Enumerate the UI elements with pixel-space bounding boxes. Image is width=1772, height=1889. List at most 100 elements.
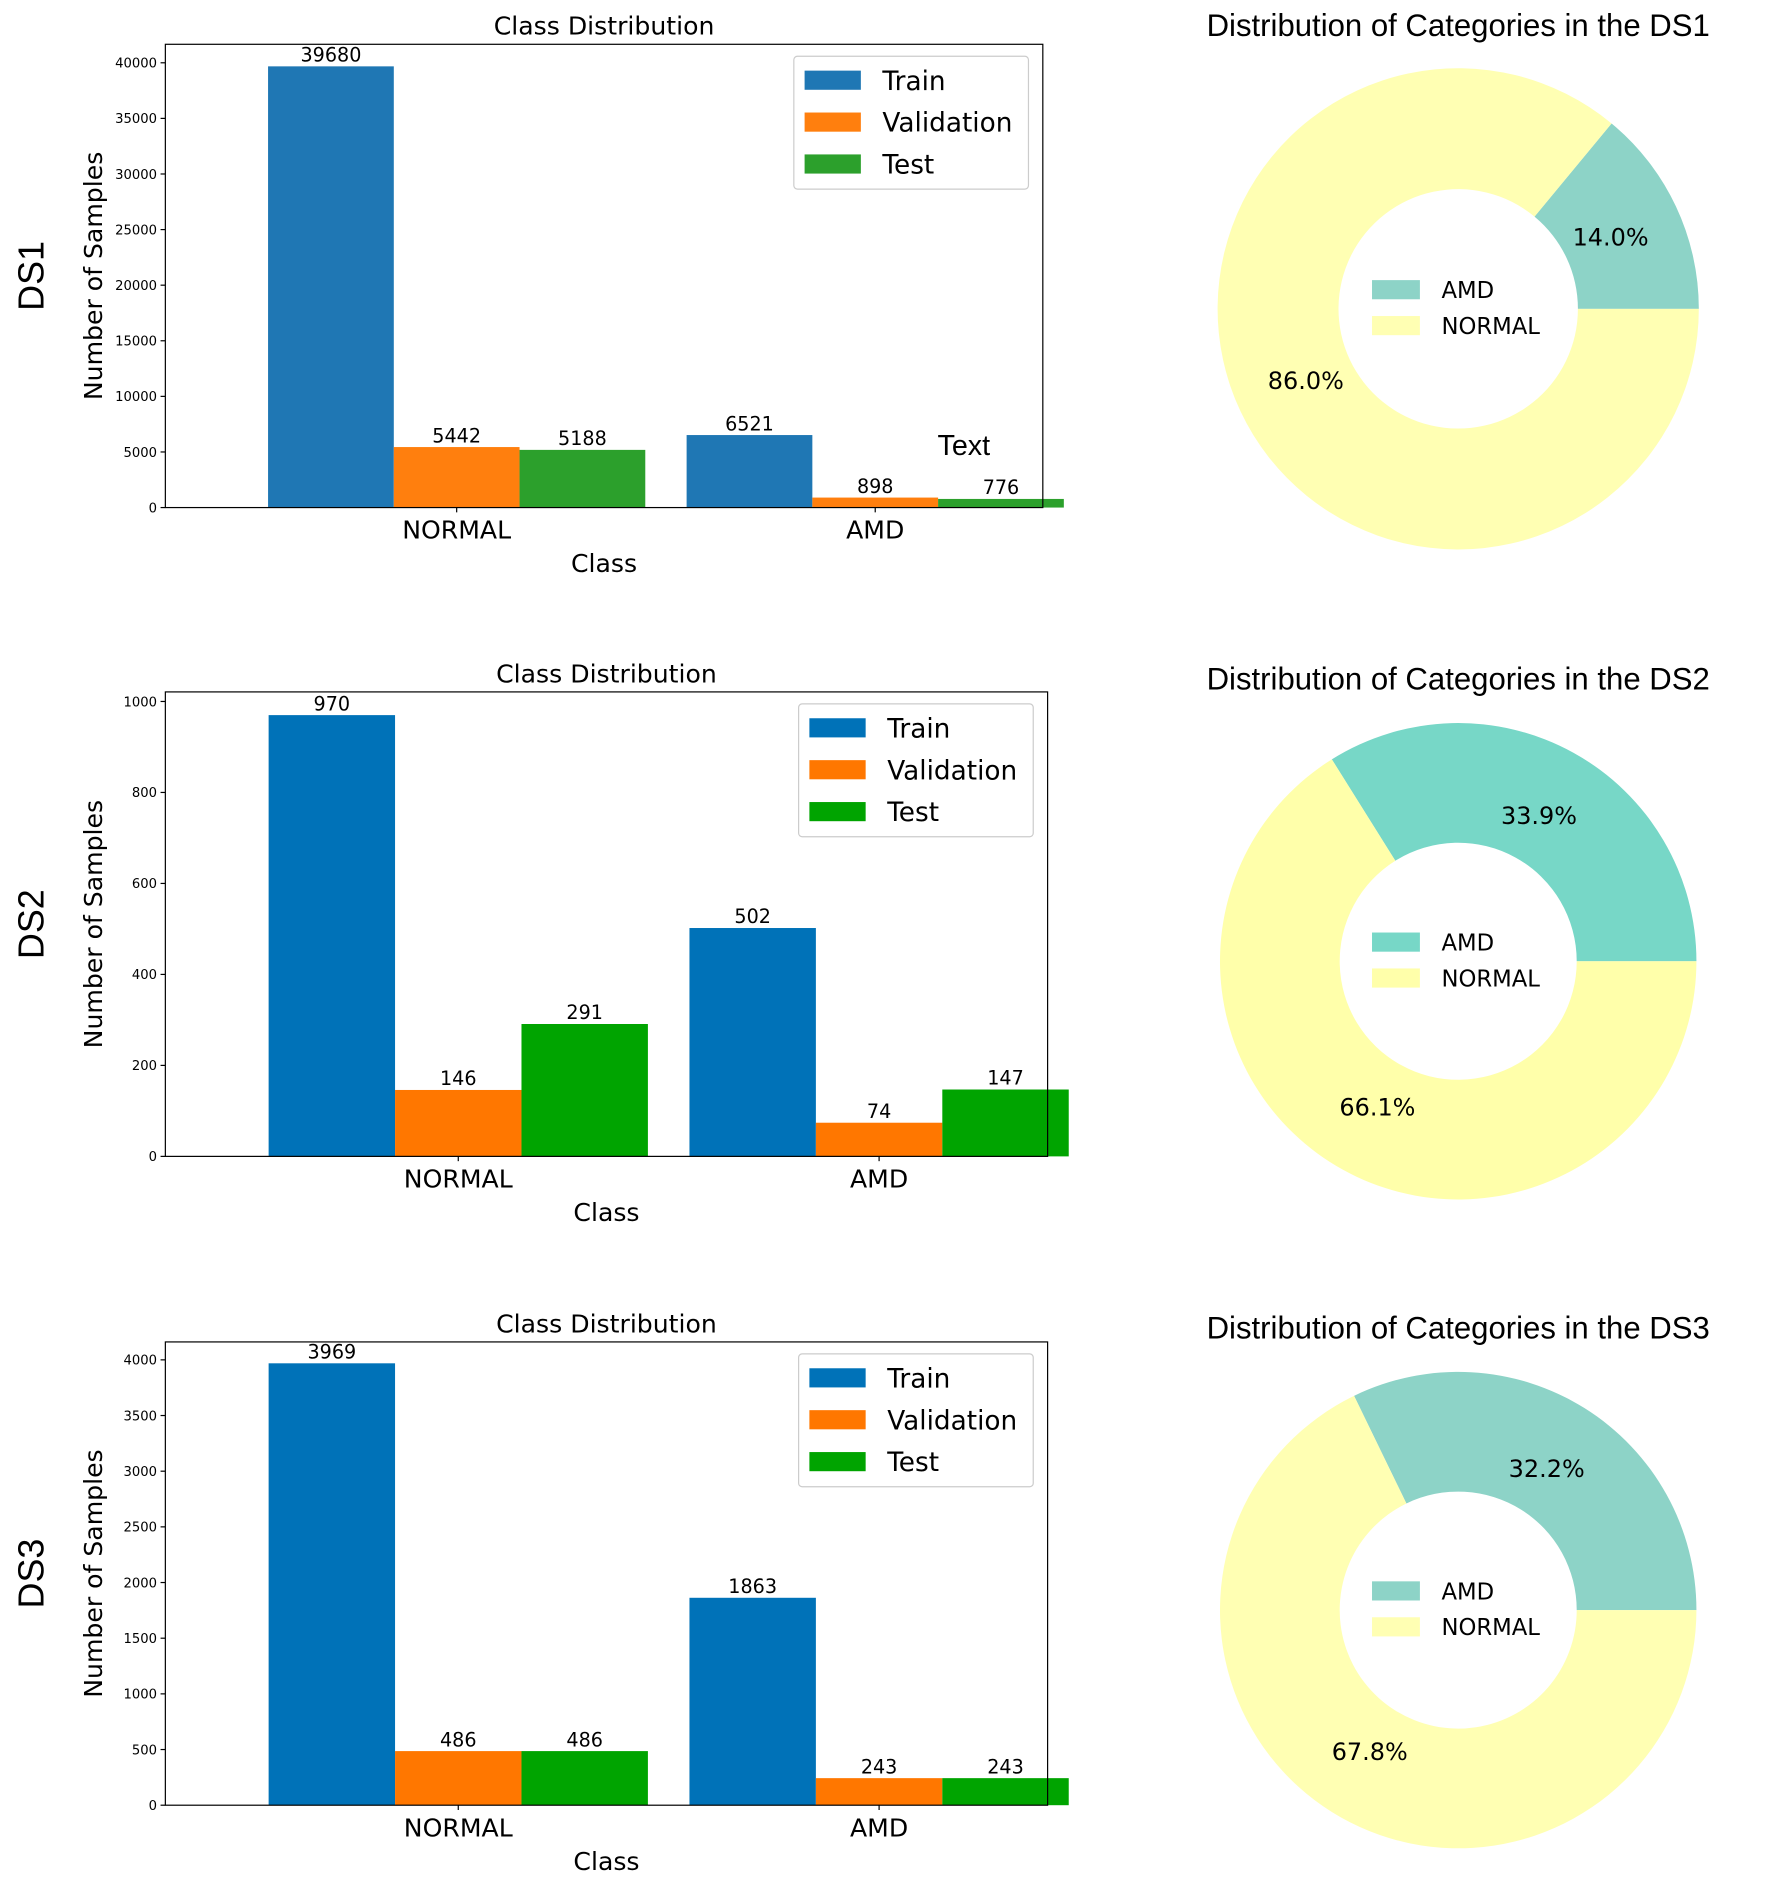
legend: AMD NORMAL bbox=[1372, 1579, 1540, 1641]
y-tick-label: 35000 bbox=[115, 112, 157, 127]
slice-amd bbox=[1354, 1371, 1697, 1611]
bar-value-label: 486 bbox=[440, 1728, 477, 1751]
legend-swatch bbox=[809, 802, 866, 822]
plot-frame bbox=[164, 43, 1044, 509]
bar-value-label: 5188 bbox=[558, 427, 607, 450]
y-tick-label: 1000 bbox=[123, 695, 156, 710]
legend-label: AMD bbox=[1441, 930, 1494, 956]
slice-pct-label: 32.2% bbox=[1509, 1455, 1585, 1483]
row-label: DS3 bbox=[10, 1539, 51, 1609]
bar-value-label: 291 bbox=[566, 1001, 603, 1024]
y-tick-label: 25000 bbox=[115, 223, 157, 238]
bar-test-amd bbox=[938, 498, 1064, 508]
legend-swatch bbox=[804, 112, 861, 132]
chart-title: Distribution of Categories in the DS2 bbox=[1207, 662, 1710, 697]
bar-value-label: 970 bbox=[314, 692, 351, 715]
legend-swatch bbox=[1372, 968, 1420, 988]
legend: Train Validation Test bbox=[793, 55, 1030, 190]
bar-test-normal bbox=[519, 449, 646, 508]
bar-value-label: 3969 bbox=[307, 1341, 356, 1364]
bar-test-normal bbox=[521, 1024, 648, 1157]
slice-normal bbox=[1217, 68, 1699, 550]
bar-train-amd bbox=[689, 1597, 816, 1806]
y-axis-label: Number of Samples bbox=[79, 800, 108, 1048]
y-tick-label: 20000 bbox=[115, 279, 157, 294]
bar-train-normal bbox=[268, 715, 396, 1157]
y-axis-label: Number of Samples bbox=[79, 1449, 108, 1697]
bar-value-label: 39680 bbox=[300, 44, 361, 67]
bar-value-label: 5442 bbox=[432, 424, 481, 447]
legend-swatch bbox=[804, 154, 861, 174]
legend-label: Train bbox=[886, 714, 950, 744]
bar-train-normal bbox=[268, 1363, 396, 1806]
legend-label: Test bbox=[881, 151, 934, 181]
x-axis-label: Class bbox=[573, 1198, 639, 1227]
bar-chart-2: DS2 Class Distribution Number of Samples Cl… bbox=[10, 659, 1069, 1227]
bar-validation-amd bbox=[815, 1122, 943, 1157]
bar-test-amd bbox=[942, 1778, 1069, 1806]
bar-train-normal bbox=[268, 66, 394, 508]
bar-chart-3: DS3 Class Distribution Number of Samples Cl… bbox=[10, 1309, 1069, 1876]
legend-label: NORMAL bbox=[1441, 1615, 1540, 1641]
legend-label: Test bbox=[886, 798, 939, 828]
legend-swatch bbox=[804, 70, 861, 90]
legend-swatch bbox=[1372, 316, 1420, 336]
bar-value-label: 898 bbox=[857, 475, 894, 498]
slice-pct-label: 66.1% bbox=[1339, 1094, 1415, 1122]
y-tick-label: 15000 bbox=[115, 335, 157, 350]
donut-chart-2: Distribution of Categories in the DS2 33.… bbox=[1207, 662, 1710, 1200]
legend-label: Validation bbox=[887, 756, 1017, 786]
y-tick-label: 500 bbox=[132, 1743, 157, 1758]
legend-label: Train bbox=[886, 1364, 950, 1394]
legend: Train Validation Test bbox=[798, 1353, 1034, 1488]
chart-title: Class Distribution bbox=[494, 12, 715, 41]
x-tick-label: NORMAL bbox=[404, 1165, 513, 1194]
legend-swatch bbox=[809, 1452, 866, 1472]
legend-swatch bbox=[1372, 280, 1420, 300]
legend-label: NORMAL bbox=[1441, 966, 1540, 992]
bar-test-amd bbox=[942, 1089, 1069, 1157]
legend-swatch bbox=[809, 1410, 866, 1430]
bar-value-label: 147 bbox=[987, 1067, 1024, 1090]
y-tick-label: 1000 bbox=[123, 1688, 156, 1703]
legend-swatch bbox=[1372, 932, 1420, 952]
chart-title: Distribution of Categories in the DS1 bbox=[1207, 8, 1710, 43]
bar-value-label: 146 bbox=[440, 1067, 477, 1090]
slice-pct-label: 86.0% bbox=[1268, 367, 1344, 395]
y-tick-label: 0 bbox=[149, 1799, 157, 1814]
bar-value-label: 1863 bbox=[728, 1575, 777, 1598]
legend-swatch bbox=[1372, 1617, 1420, 1637]
legend-swatch bbox=[1372, 1581, 1420, 1601]
bar-train-amd bbox=[689, 928, 816, 1157]
legend-label: Test bbox=[886, 1448, 939, 1478]
y-tick-label: 3000 bbox=[123, 1465, 156, 1480]
donut-chart-3: Distribution of Categories in the DS3 32.… bbox=[1207, 1310, 1710, 1849]
slice-pct-label: 14.0% bbox=[1573, 224, 1649, 252]
donut-chart-1: Distribution of Categories in the DS1 14.… bbox=[1207, 8, 1710, 550]
y-tick-label: 3500 bbox=[123, 1409, 156, 1424]
y-axis-label: Number of Samples bbox=[79, 152, 108, 400]
y-tick-label: 5000 bbox=[123, 446, 156, 461]
chart-title: Class Distribution bbox=[496, 1309, 717, 1338]
legend-swatch bbox=[809, 760, 866, 780]
plot-frame bbox=[164, 691, 1049, 1157]
y-tick-label: 2000 bbox=[123, 1576, 156, 1591]
bar-value-label: 243 bbox=[987, 1755, 1024, 1778]
legend: Train Validation Test bbox=[798, 703, 1034, 838]
bar-validation-normal bbox=[395, 1089, 522, 1157]
legend-label: AMD bbox=[1441, 1579, 1494, 1605]
bar-validation-normal bbox=[393, 447, 520, 508]
y-tick-label: 10000 bbox=[115, 390, 157, 405]
legend-swatch bbox=[809, 718, 866, 738]
bar-value-label: 6521 bbox=[725, 412, 774, 435]
bar-test-normal bbox=[521, 1751, 648, 1806]
bar-validation-amd bbox=[812, 497, 939, 508]
plot-frame bbox=[164, 1341, 1049, 1806]
chart-title: Distribution of Categories in the DS3 bbox=[1207, 1310, 1710, 1345]
y-tick-label: 800 bbox=[132, 786, 157, 801]
legend-label: NORMAL bbox=[1441, 314, 1540, 340]
y-tick-label: 0 bbox=[149, 1150, 157, 1165]
slice-pct-label: 33.9% bbox=[1501, 802, 1577, 830]
bar-train-amd bbox=[686, 435, 813, 508]
